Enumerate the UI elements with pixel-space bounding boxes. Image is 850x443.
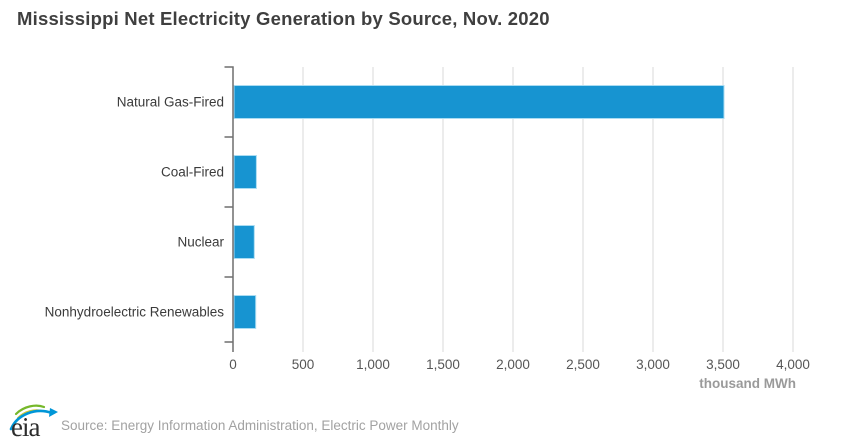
- axis-unit-label: thousand MWh: [699, 376, 796, 391]
- x-tick-label: 2,500: [566, 357, 600, 372]
- category-label: Nonhydroelectric Renewables: [45, 305, 225, 320]
- bar-chart-canvas: 0 500 1,000 1,500 2,000 2,500 3,000 3,500 4,000 N…: [45, 66, 810, 391]
- x-tick-label: 3,000: [636, 357, 670, 372]
- category-label: Nuclear: [177, 235, 224, 250]
- y-axis: [224, 66, 234, 352]
- x-tick-label: 1,500: [426, 357, 460, 372]
- bar: [233, 155, 257, 189]
- category-label: Coal-Fired: [161, 165, 224, 180]
- x-tick-label: 0: [229, 357, 237, 372]
- bar: [233, 225, 255, 259]
- x-tick-label: 2,000: [496, 357, 530, 372]
- chart-title: Mississippi Net Electricity Generation b…: [17, 8, 550, 29]
- category-label: Natural Gas-Fired: [117, 95, 224, 110]
- bar: [233, 85, 725, 119]
- logo-blue-swoosh-icon: [9, 409, 54, 431]
- eia-logo-text: eia: [11, 412, 40, 442]
- eia-logo: eia: [9, 404, 58, 442]
- footer: eia Source: Energy Information Administr…: [0, 400, 850, 443]
- bar: [233, 295, 257, 329]
- source-note: Source: Energy Information Administratio…: [61, 418, 459, 433]
- x-tick-label: 4,000: [776, 357, 810, 372]
- x-tick-label: 3,500: [706, 357, 740, 372]
- logo-green-arc-icon: [14, 404, 46, 416]
- x-tick-label: 1,000: [356, 357, 390, 372]
- logo-swoosh-tip-icon: [49, 408, 58, 417]
- x-tick-label: 500: [292, 357, 315, 372]
